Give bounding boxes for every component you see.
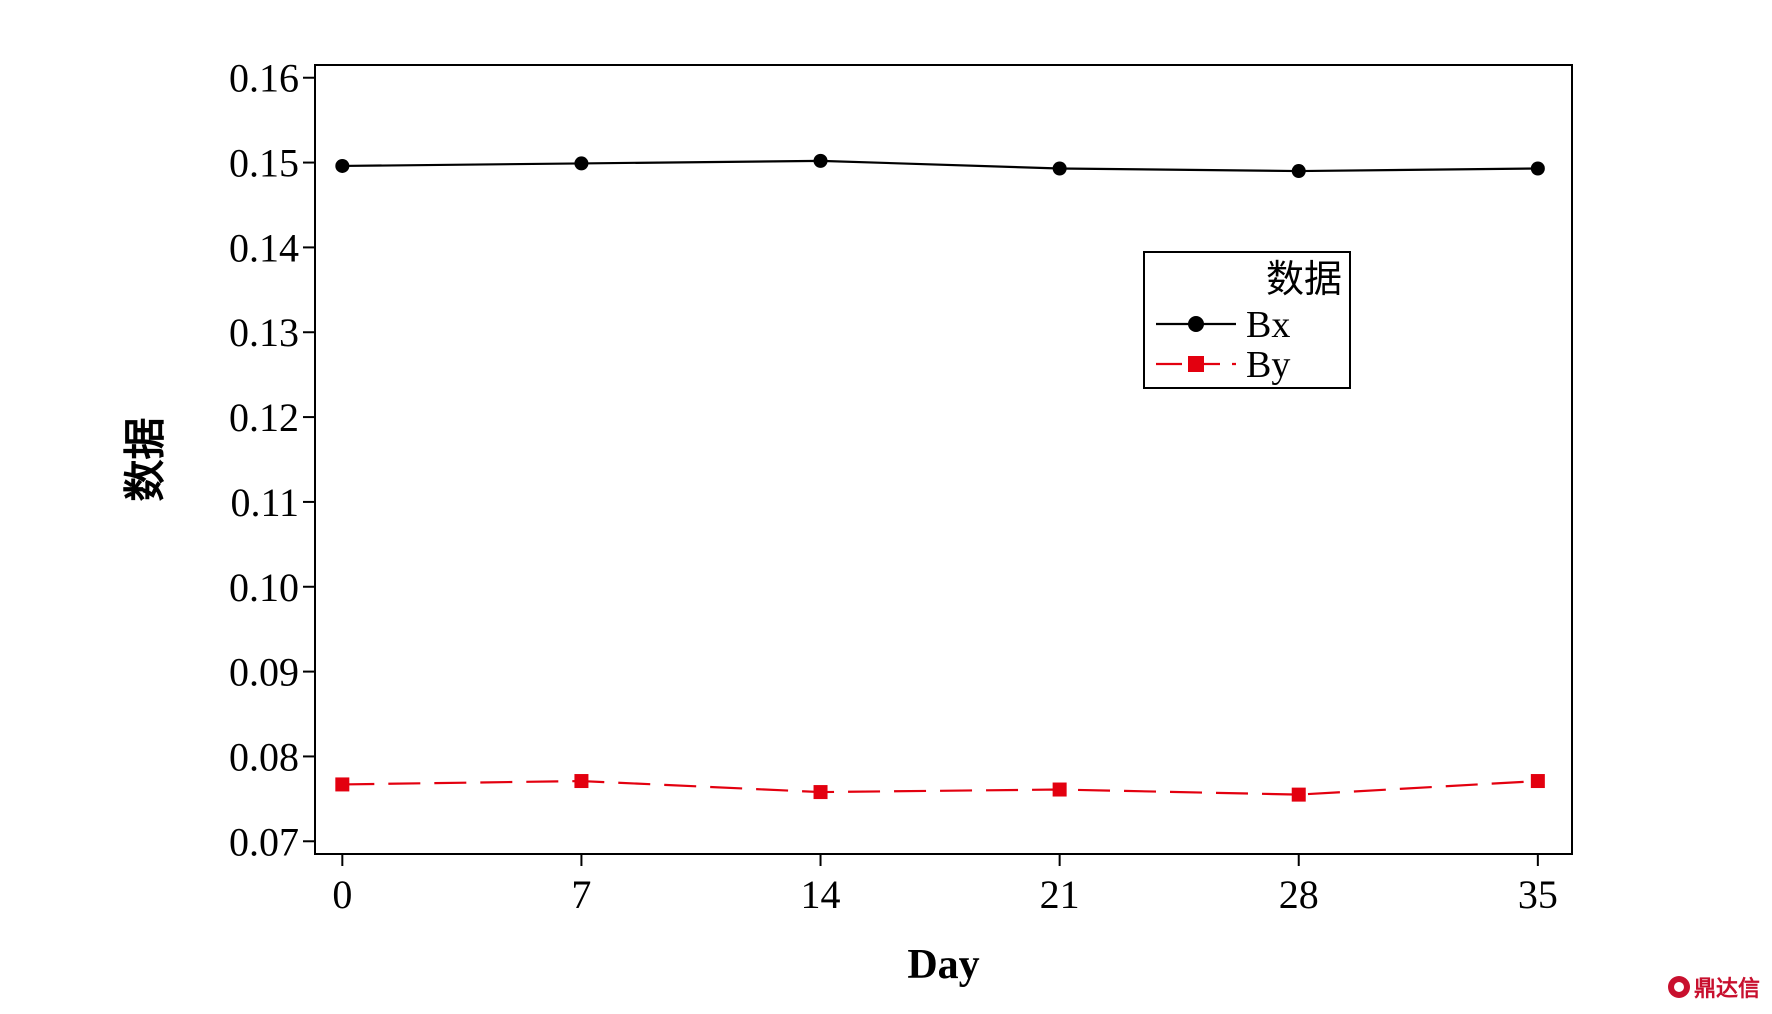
data-point-bx: [335, 158, 350, 173]
data-point-bx: [813, 153, 828, 168]
legend-label-by: By: [1246, 344, 1290, 386]
x-axis-title: Day: [907, 942, 979, 988]
x-tick-label: 7: [571, 872, 591, 917]
watermark-text: 鼎达信: [1693, 977, 1760, 1002]
data-point-by: [1530, 774, 1545, 789]
data-point-by: [1291, 787, 1306, 802]
data-point-by: [1052, 782, 1067, 797]
legend-title: 数据: [1266, 259, 1342, 301]
series-group: [335, 153, 1545, 802]
series-line-bx: [342, 159, 1538, 173]
x-axis: 0 7 14 21 28 35: [332, 854, 1558, 917]
y-axis-title: 数据: [123, 417, 170, 501]
legend-marker-by: [1188, 356, 1204, 372]
y-axis: 0.07 0.08 0.09 0.10 0.11 0.12 0.13 0.14 0.15 0.16: [229, 56, 315, 864]
y-tick-label: 0.15: [229, 141, 299, 186]
data-point-bx: [574, 156, 589, 171]
x-tick-label: 28: [1279, 872, 1319, 917]
legend-marker-bx: [1188, 316, 1204, 332]
y-tick-label: 0.08: [229, 734, 299, 779]
data-point-bx: [1530, 161, 1545, 176]
data-point-bx: [1291, 164, 1306, 179]
data-point-by: [574, 774, 589, 789]
y-tick-label: 0.13: [229, 310, 299, 355]
x-tick-label: 0: [332, 872, 352, 917]
y-tick-label: 0.09: [229, 650, 299, 695]
watermark-logo-icon: [1667, 976, 1690, 998]
series-line-by: [342, 779, 1538, 796]
y-tick-label: 0.07: [229, 819, 299, 864]
y-tick-label: 0.10: [229, 565, 299, 610]
legend-label-bx: Bx: [1246, 304, 1290, 346]
y-tick-label: 0.12: [229, 395, 299, 440]
y-tick-label: 0.14: [229, 225, 299, 270]
data-point-by: [335, 777, 350, 792]
watermark: 鼎达信: [1667, 971, 1760, 1003]
y-tick-label: 0.16: [229, 56, 299, 101]
series-by: [335, 774, 1545, 802]
data-point-bx: [1052, 161, 1067, 176]
series-bx: [335, 153, 1545, 179]
x-tick-label: 21: [1040, 872, 1080, 917]
plot-area-frame: [314, 64, 1573, 855]
x-tick-label: 35: [1518, 872, 1558, 917]
x-tick-label: 14: [801, 872, 841, 917]
y-tick-label: 0.11: [230, 480, 299, 525]
data-point-by: [813, 785, 828, 800]
legend-box: [1143, 251, 1351, 389]
